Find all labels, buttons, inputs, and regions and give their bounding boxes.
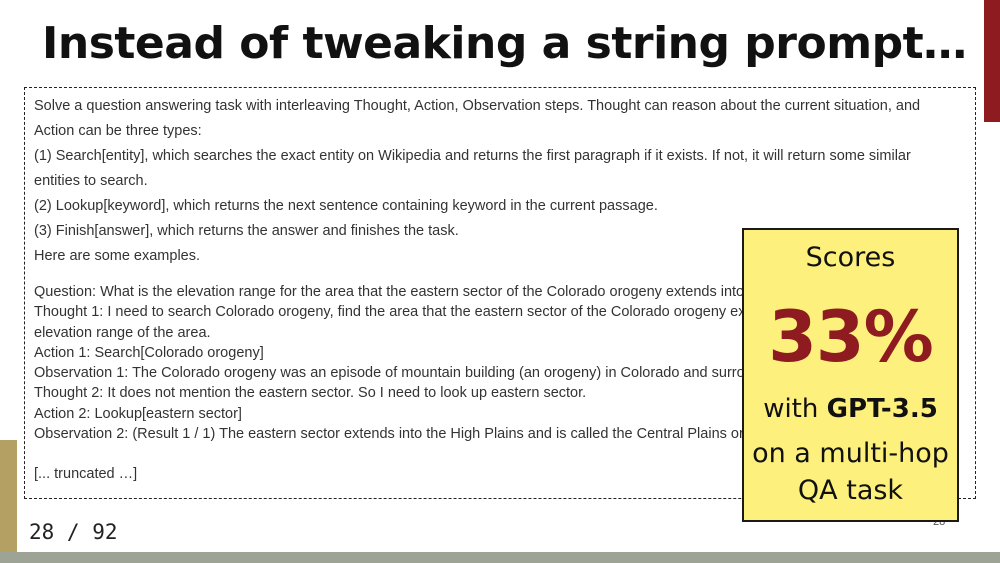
example-line: Action 2: Lookup[eastern sector] <box>34 405 242 422</box>
example-line: Observation 2: (Result 1 / 1) The easter… <box>34 426 787 443</box>
model-name: GPT-3.5 <box>826 394 938 424</box>
example-line: Question: What is the elevation range fo… <box>34 284 753 300</box>
task-line: on a multi-hop <box>752 438 949 469</box>
prompt-instructions: Solve a question answering task with int… <box>34 94 966 269</box>
prompt-box: Solve a question answering task with int… <box>24 87 976 499</box>
slide-title: Instead of tweaking a string prompt… <box>42 18 967 69</box>
score-percent: 33% <box>768 296 934 378</box>
prompt-line: (2) Lookup[keyword], which returns the n… <box>34 198 658 214</box>
bottom-bar <box>0 552 1000 563</box>
prompt-line: (1) Search[entity], which searches the e… <box>34 148 911 164</box>
example-line: Observation 1: The Colorado orogeny was … <box>34 365 833 382</box>
model-prefix: with <box>763 394 827 424</box>
prompt-line: Here are some examples. <box>34 248 201 264</box>
prompt-line: (3) Finish[answer], which returns the an… <box>34 223 459 239</box>
prompt-example: Question: What is the elevation range fo… <box>34 282 966 485</box>
prompt-line: Solve a question answering task with int… <box>34 98 921 114</box>
score-callout: Scores 33% with GPT-3.5 on a multi-hop Q… <box>742 228 959 522</box>
example-line: Thought 2: It does not mention the easte… <box>34 385 587 402</box>
example-line: Thought 1: I need to search Colorado oro… <box>34 304 897 321</box>
task-line: QA task <box>797 475 904 506</box>
example-line: elevation range of the area. <box>34 324 211 341</box>
example-line: Action 1: Search[Colorado orogeny] <box>34 344 264 361</box>
prompt-line: Action can be three types: <box>34 123 202 139</box>
accent-tab <box>984 0 1000 122</box>
callout-heading: Scores <box>805 242 896 273</box>
task-description: on a multi-hop QA task <box>744 435 957 509</box>
prompt-line: entities to search. <box>34 173 148 189</box>
page-indicator: 28 / 92 <box>29 520 118 544</box>
model-line: with GPT-3.5 <box>744 394 957 424</box>
truncated-note: [... truncated …] <box>34 466 138 483</box>
left-accent-stripe <box>0 440 17 555</box>
